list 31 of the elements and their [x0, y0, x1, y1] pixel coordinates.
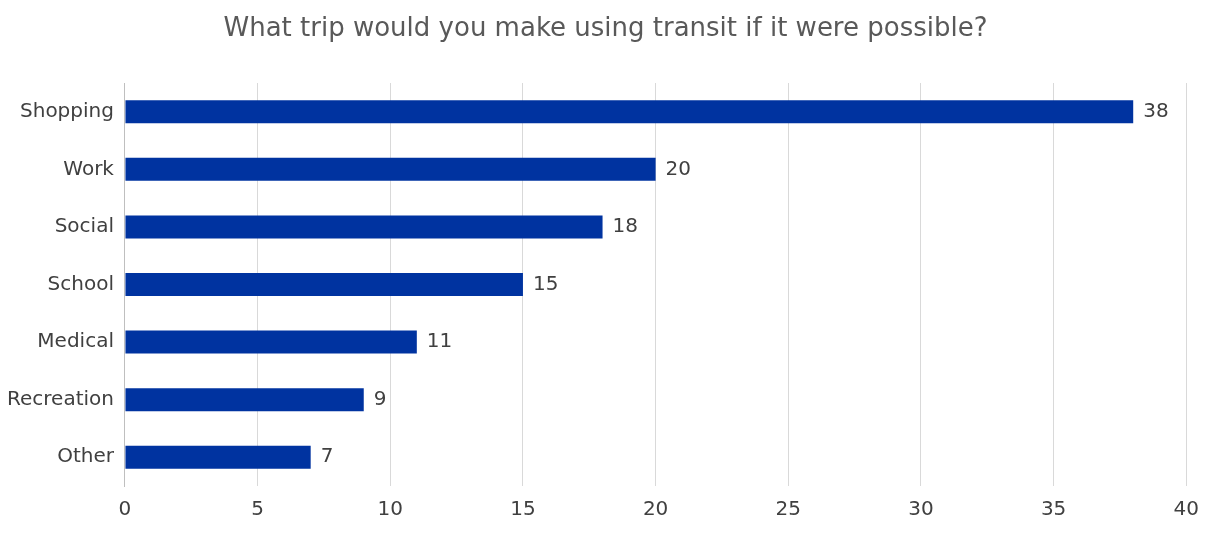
- y-tick-label: Other: [57, 443, 115, 468]
- bar: [125, 215, 603, 239]
- bar: [125, 272, 523, 297]
- y-tick-label: Medical: [37, 328, 114, 353]
- data-label: 18: [612, 213, 638, 238]
- chart-title: What trip would you make using transit if it were possible?: [222, 12, 989, 42]
- bar: [125, 388, 364, 412]
- data-label: 38: [1143, 97, 1169, 122]
- bar: [125, 330, 417, 354]
- data-label: 15: [532, 270, 559, 295]
- x-tick-label: 30: [908, 496, 934, 521]
- x-tick-label: 0: [118, 496, 132, 521]
- x-tick-label: 20: [642, 496, 669, 521]
- x-tick-label: 35: [1040, 496, 1067, 521]
- data-label: 11: [426, 328, 453, 353]
- x-tick-label: 5: [251, 496, 264, 521]
- x-tick-label: 25: [775, 496, 802, 521]
- y-tick-label: School: [47, 270, 114, 295]
- y-tick-label: Shopping: [20, 97, 114, 122]
- bar: [125, 157, 656, 181]
- data-label: 9: [373, 385, 387, 410]
- x-tick-label: 40: [1173, 496, 1199, 521]
- y-tick-label: Work: [63, 155, 115, 180]
- y-tick-label: Recreation: [7, 385, 114, 410]
- bar: [125, 445, 311, 469]
- x-tick-label: 15: [510, 496, 536, 521]
- y-tick-label: Social: [54, 213, 114, 238]
- data-label: 20: [665, 155, 692, 180]
- x-tick-label: 10: [377, 496, 404, 521]
- data-label: 7: [320, 443, 334, 468]
- bar: [125, 100, 1134, 124]
